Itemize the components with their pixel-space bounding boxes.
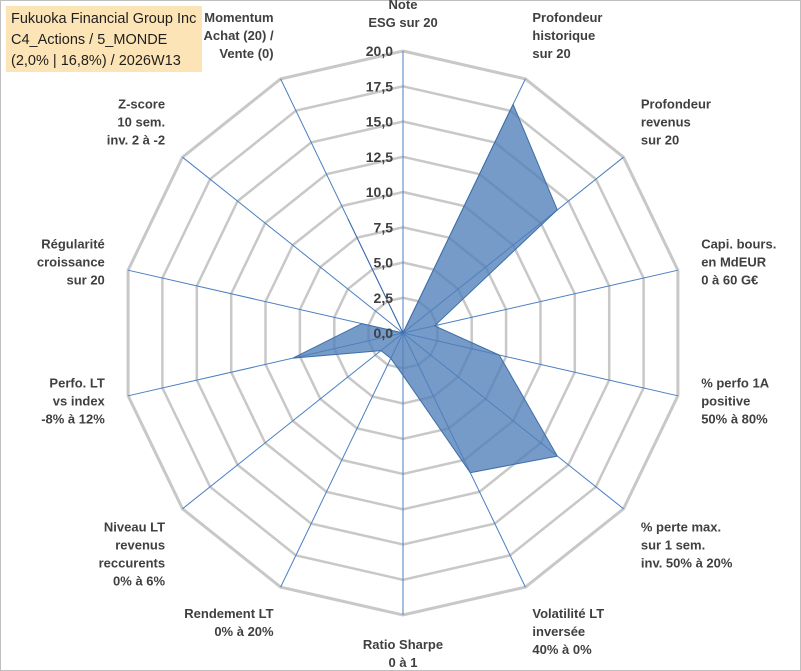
tick-label: 2,5 — [374, 290, 394, 306]
axis-label-line: sur 20 — [66, 273, 104, 288]
axis-label-line: Note — [389, 0, 418, 12]
axis-label-line: vs index — [53, 393, 106, 408]
axis-label: Niveau LT revenus reccurents 0% à 6% — [99, 520, 166, 589]
axis-label-line: Profondeur — [532, 10, 602, 25]
axis-label: Perfo. LT vs index -8% à 12% — [41, 375, 105, 426]
axis-label-line: Rendement LT — [184, 606, 273, 621]
axis-label-line: Z-score — [118, 97, 165, 112]
axis-label: Profondeur revenus sur 20 — [641, 97, 711, 148]
axis-label-line: Niveau LT — [104, 520, 165, 535]
axis-label: % perte max. sur 1 sem. inv. 50% à 20% — [641, 520, 733, 571]
axis-label: % perfo 1A positive 50% à 80% — [701, 375, 770, 426]
axis-spoke — [402, 269, 679, 334]
tick-label: 5,0 — [374, 255, 394, 271]
axis-label-line: en MdEUR — [701, 255, 767, 270]
axis-label-line: 0% à 6% — [113, 574, 165, 589]
chart-title: Fukuoka Financial Group Inc C4_Actions /… — [6, 6, 202, 72]
axis-label-line: historique — [532, 28, 595, 43]
axis-label-line: 0 à 1 — [389, 655, 418, 670]
axis-label-line: inv. 50% à 20% — [641, 556, 733, 571]
axis-label-line: sur 20 — [641, 133, 679, 148]
axis-label-line: Momentum — [204, 10, 273, 25]
axis-label-line: Vente (0) — [219, 46, 273, 61]
axis-label-line: 50% à 80% — [701, 411, 768, 426]
axis-spoke — [280, 332, 404, 588]
axis-spoke — [182, 332, 404, 510]
axis-label: Z-score 10 sem. inv. 2 à -2 — [107, 97, 165, 148]
tick-label: 0,0 — [374, 325, 394, 341]
axis-label-line: inv. 2 à -2 — [107, 133, 165, 148]
axis-label-line: 0 à 60 G€ — [701, 273, 758, 288]
axis-label-line: sur 20 — [532, 46, 570, 61]
axis-spoke — [127, 269, 404, 334]
axis-label-line: Ratio Sharpe — [363, 637, 443, 652]
title-line-1: Fukuoka Financial Group Inc — [11, 11, 197, 27]
tick-label: 20,0 — [366, 43, 393, 59]
axis-label-line: 0% à 20% — [214, 624, 274, 639]
axis-spoke — [182, 156, 404, 334]
tick-label: 17,5 — [366, 78, 393, 94]
axis-label: Ratio Sharpe 0 à 1 — [363, 637, 443, 670]
series — [292, 103, 559, 474]
axis-label-line: inversée — [532, 624, 585, 639]
tick-labels: 0,0 2,5 5,0 7,5 10,0 12,5 15,0 17,5 20,0 — [366, 43, 393, 341]
axis-label: Note ESG sur 20 — [368, 0, 437, 30]
axis-label-line: 40% à 0% — [532, 642, 592, 657]
axis-label-line: sur 1 sem. — [641, 538, 705, 553]
axis-label-line: Capi. bours. — [701, 237, 776, 252]
axis-label-line: positive — [701, 393, 750, 408]
axis-label-line: Profondeur — [641, 97, 711, 112]
axis-label-line: reccurents — [99, 556, 165, 571]
tick-label: 15,0 — [366, 114, 393, 130]
axis-label-line: Achat (20) / — [204, 28, 274, 43]
axis-label-line: Perfo. LT — [49, 375, 104, 390]
axis-label-line: -8% à 12% — [41, 411, 105, 426]
title-line-3: (2,0% | 16,8%) / 2026W13 — [11, 53, 181, 69]
axis-label-line: Régularité — [41, 237, 105, 252]
axis-label-line: ESG sur 20 — [368, 15, 437, 30]
tick-label: 7,5 — [374, 219, 394, 235]
axis-label-line: % perte max. — [641, 520, 721, 535]
axis-label-line: revenus — [115, 538, 165, 553]
axis-label: Régularité croissance sur 20 — [37, 237, 105, 288]
axis-label: Momentum Achat (20) / Vente (0) — [204, 10, 274, 61]
tick-label: 10,0 — [366, 184, 393, 200]
axis-label-line: Volatilité LT — [532, 606, 604, 621]
title-line-2: C4_Actions / 5_MONDE — [11, 32, 168, 48]
axis-label-line: croissance — [37, 255, 105, 270]
series-area — [292, 103, 559, 474]
axis-label: Capi. bours. en MdEUR 0 à 60 G€ — [701, 237, 776, 288]
axis-label-line: 10 sem. — [117, 115, 165, 130]
axis-label: Rendement LT 0% à 20% — [184, 606, 274, 639]
axis-label: Profondeur historique sur 20 — [532, 10, 602, 61]
axis-label-line: revenus — [641, 115, 691, 130]
axis-label: Volatilité LT inversée 40% à 0% — [532, 606, 604, 657]
axis-label-line: % perfo 1A — [701, 375, 770, 390]
tick-label: 12,5 — [366, 149, 393, 165]
axis-labels: Note ESG sur 20 Profondeur historique sur 20… — [37, 0, 776, 670]
